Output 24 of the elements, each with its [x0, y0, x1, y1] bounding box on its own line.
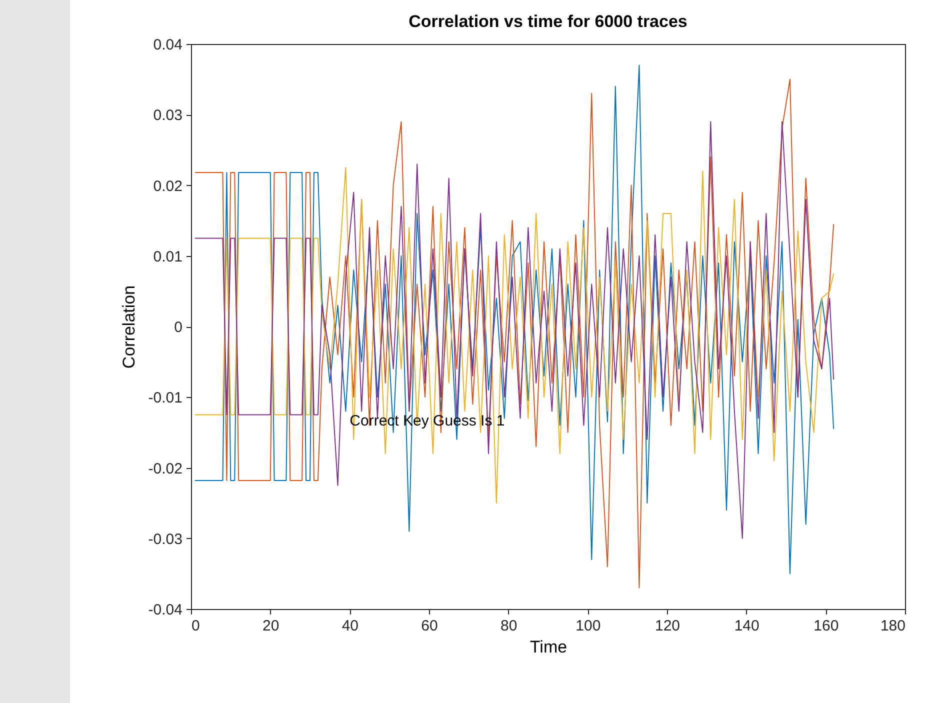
x-tick-label: 180	[880, 618, 906, 634]
chart-title: Correlation vs time for 6000 traces	[408, 12, 688, 31]
x-tick-label: 40	[342, 618, 359, 634]
y-tick-label: -0.02	[148, 460, 182, 478]
x-tick-label: 60	[421, 618, 438, 634]
y-tick-label: -0.04	[148, 602, 182, 618]
y-tick-label: 0	[174, 319, 182, 336]
y-tick-label: 0.02	[153, 178, 182, 195]
y-tick-label: -0.01	[148, 390, 182, 407]
line-series	[194, 121, 834, 539]
line-series	[194, 167, 834, 504]
x-tick-label: 80	[500, 618, 518, 634]
x-axis-title: Time	[530, 638, 568, 656]
x-tick-label: 20	[262, 618, 280, 634]
x-tick-label: 140	[734, 618, 760, 634]
y-tick-label: 0.01	[153, 248, 182, 266]
x-tick-label: 120	[654, 618, 680, 634]
x-tick-label: 0	[192, 618, 200, 634]
y-tick-label: 0.04	[153, 36, 182, 54]
x-tick-label: 100	[576, 618, 601, 634]
y-tick-label: 0.03	[153, 107, 182, 124]
x-tick-label: 160	[814, 618, 839, 634]
y-tick-label: -0.03	[148, 530, 182, 548]
y-axis-title: Correlation	[119, 285, 138, 369]
